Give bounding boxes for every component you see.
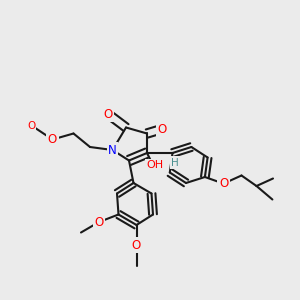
Text: O: O (158, 122, 166, 136)
Text: O: O (48, 133, 57, 146)
Text: H: H (171, 158, 178, 168)
Text: O: O (94, 215, 103, 229)
Text: O: O (132, 239, 141, 252)
Text: O: O (103, 107, 112, 121)
Text: O: O (219, 177, 228, 190)
Text: N: N (108, 143, 117, 157)
Text: O: O (27, 121, 36, 131)
Text: OH: OH (146, 160, 163, 170)
